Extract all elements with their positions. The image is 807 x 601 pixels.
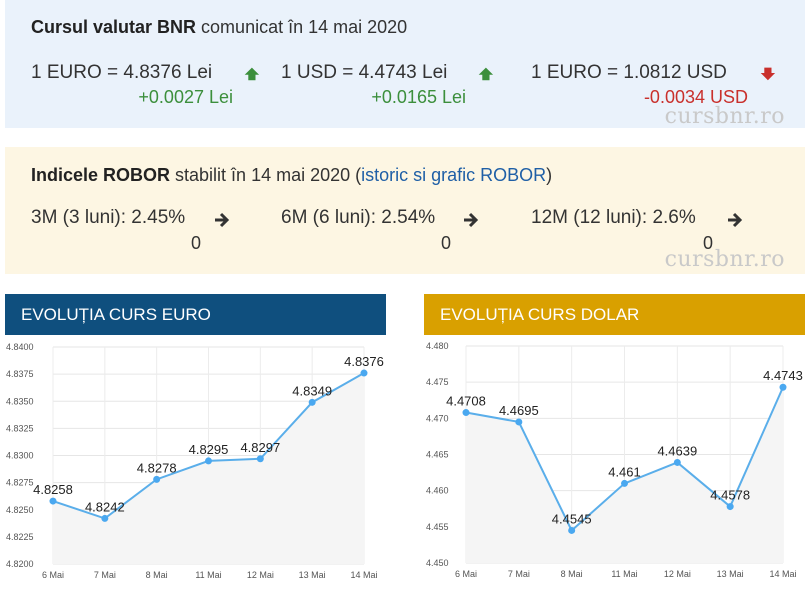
data-point[interactable]: [49, 497, 57, 505]
dollar-line-chart: 4.450 4.455 4.460 4.465 4.470 4.475 4.480 6 Mai…: [426, 341, 803, 579]
robor-6m-delta: 0: [441, 233, 452, 253]
bnr-rates-panel: Cursul valutar BNR comunicat în 14 mai 2…: [5, 0, 805, 129]
data-point[interactable]: [673, 458, 681, 466]
x-tick-label: 13 Mai: [299, 570, 326, 580]
arrow-up-icon: [244, 67, 260, 81]
x-tick-label: 11 Mai: [611, 569, 637, 579]
x-tick-label: 7 Mai: [94, 570, 116, 580]
data-label: 4.4743: [763, 368, 803, 383]
delta-usd-ron: +0.0165 Lei: [371, 87, 466, 107]
data-point[interactable]: [256, 455, 264, 463]
data-label: 4.4578: [710, 488, 750, 503]
robor-12m: 12M (12 luni): 2.6%: [531, 207, 696, 228]
data-point[interactable]: [101, 514, 109, 522]
rate-usd-ron: 1 USD = 4.4743 Lei: [281, 62, 448, 83]
data-point[interactable]: [515, 418, 523, 426]
data-label: 4.8295: [189, 442, 229, 457]
watermark: cursbnr.ro: [664, 247, 785, 272]
dollar-series-area: [466, 387, 783, 563]
robor-3m: 3M (3 luni): 2.45%: [31, 207, 186, 228]
bnr-title: Cursul valutar BNR comunicat în 14 mai 2…: [31, 17, 408, 37]
data-label: 4.461: [608, 464, 641, 479]
x-tick-label: 6 Mai: [42, 570, 64, 580]
y-tick-label: 4.8325: [6, 423, 34, 433]
data-label: 4.4639: [657, 443, 697, 458]
y-tick-label: 4.8225: [6, 532, 34, 542]
robor-6m: 6M (6 luni): 2.54%: [281, 207, 436, 228]
data-label: 4.8242: [85, 499, 125, 514]
y-tick-label: 4.8275: [6, 478, 34, 488]
delta-eur-ron: +0.0027 Lei: [138, 87, 233, 107]
x-tick-label: 12 Mai: [247, 570, 274, 580]
data-label: 4.8278: [137, 460, 177, 475]
y-tick-label: 4.8375: [6, 369, 34, 379]
robor-panel: Indicele ROBOR stabilit în 14 mai 2020 (…: [5, 147, 805, 274]
arrow-down-icon: [760, 67, 776, 81]
x-tick-label: 14 Mai: [769, 569, 796, 579]
y-tick-label: 4.470: [426, 413, 449, 423]
y-tick-label: 4.8300: [6, 451, 34, 461]
euro-chart-title: EVOLUȚIA CURS EURO: [5, 294, 386, 335]
data-point[interactable]: [462, 409, 470, 417]
arrow-right-icon: [728, 212, 743, 228]
robor-12m-delta: 0: [703, 233, 714, 253]
data-label: 4.8297: [240, 440, 280, 455]
y-tick-label: 4.460: [426, 486, 449, 496]
x-tick-label: 13 Mai: [717, 569, 744, 579]
euro-line-chart: 4.8200 4.8225 4.8250 4.8275 4.8300 4.8325 4.83…: [6, 342, 384, 580]
robor-3m-delta: 0: [191, 233, 202, 253]
robor-title: Indicele ROBOR stabilit în 14 mai 2020 (…: [31, 165, 553, 185]
data-point[interactable]: [360, 369, 368, 377]
x-tick-label: 8 Mai: [561, 569, 583, 579]
y-tick-label: 4.8250: [6, 505, 34, 515]
y-tick-label: 4.465: [426, 450, 449, 460]
x-tick-label: 14 Mai: [350, 570, 377, 580]
data-point[interactable]: [726, 503, 734, 511]
y-tick-label: 4.450: [426, 558, 449, 568]
dollar-chart-title: EVOLUȚIA CURS DOLAR: [424, 294, 805, 335]
arrow-up-icon: [478, 67, 494, 81]
data-label: 4.4545: [552, 511, 592, 526]
robor-history-link[interactable]: istoric si grafic ROBOR: [361, 165, 547, 185]
data-label: 4.8258: [33, 482, 73, 497]
data-label: 4.4708: [446, 394, 486, 409]
euro-series-area: [53, 373, 364, 564]
data-label: 4.8349: [292, 383, 332, 398]
y-tick-label: 4.475: [426, 377, 449, 387]
y-tick-label: 4.8400: [6, 342, 34, 352]
x-tick-label: 6 Mai: [455, 569, 477, 579]
y-tick-label: 4.8350: [6, 396, 34, 406]
watermark: cursbnr.ro: [664, 104, 785, 129]
x-tick-label: 12 Mai: [664, 569, 691, 579]
data-point[interactable]: [153, 475, 161, 483]
data-label: 4.8376: [344, 354, 384, 369]
data-label: 4.4695: [499, 403, 539, 418]
x-tick-label: 7 Mai: [508, 569, 530, 579]
data-point[interactable]: [205, 457, 212, 465]
arrow-right-icon: [215, 212, 230, 228]
rate-eur-usd: 1 EURO = 1.0812 USD: [531, 62, 727, 83]
data-point[interactable]: [308, 398, 316, 406]
x-tick-label: 8 Mai: [146, 570, 168, 580]
data-point[interactable]: [568, 526, 576, 534]
y-tick-label: 4.455: [426, 522, 449, 532]
data-point[interactable]: [621, 479, 628, 487]
x-tick-label: 11 Mai: [195, 570, 221, 580]
y-tick-label: 4.8200: [6, 559, 34, 569]
y-tick-label: 4.480: [426, 341, 449, 351]
data-point[interactable]: [779, 383, 787, 391]
rate-eur-ron: 1 EURO = 4.8376 Lei: [31, 62, 213, 83]
arrow-right-icon: [464, 212, 479, 228]
delta-eur-usd: -0.0034 USD: [643, 87, 748, 107]
